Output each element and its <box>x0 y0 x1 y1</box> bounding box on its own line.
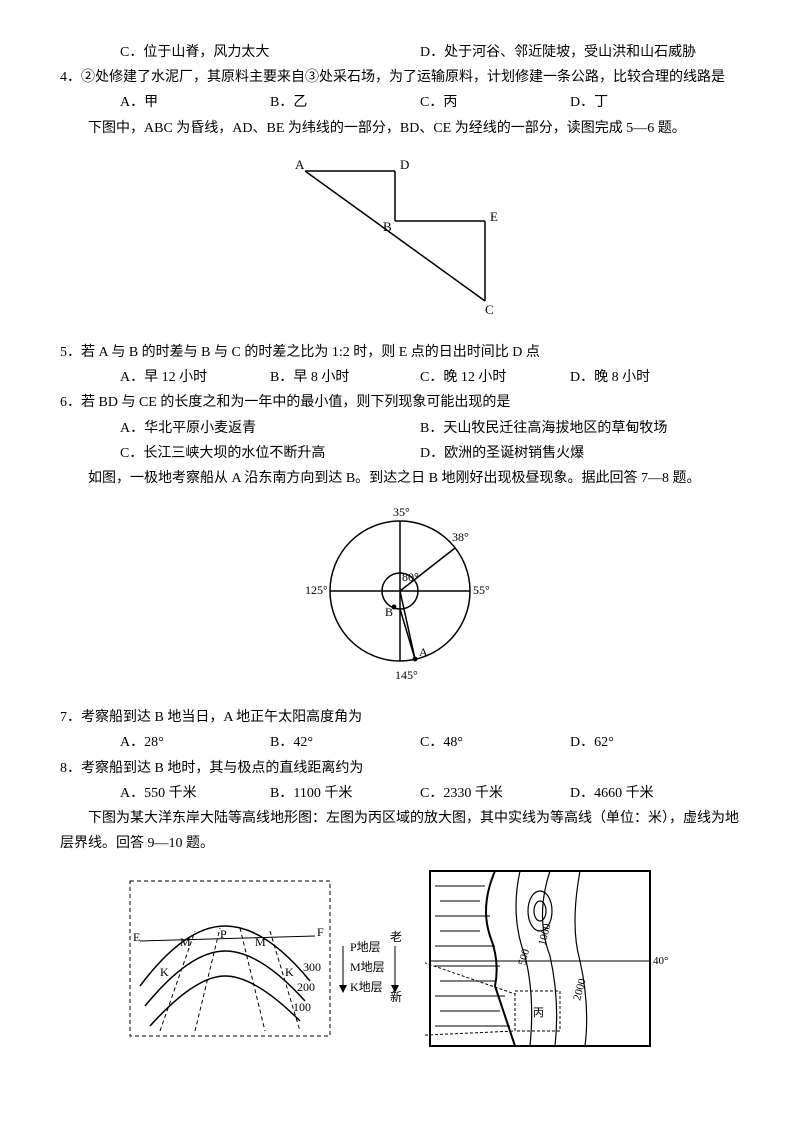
q4-options: A．甲 B．乙 C．丙 D．丁 <box>60 90 740 115</box>
lbl-300: 300 <box>303 960 321 974</box>
q5-opt-d: D．晚 8 小时 <box>570 365 720 390</box>
q5-text: 5．若 A 与 B 的时差与 B 与 C 的时差之比为 1:2 时，则 E 点的… <box>60 340 740 365</box>
lbl-e: E <box>133 930 140 944</box>
q3-opt-d: D．处于河谷、邻近陡坡，受山洪和山石威胁 <box>420 40 720 65</box>
q4-opt-c: C．丙 <box>420 90 570 115</box>
leg-old: 老 <box>390 930 402 944</box>
lbl-40: 40° <box>653 955 668 967</box>
q4-opt-d: D．丁 <box>570 90 720 115</box>
q3-opt-c: C．位于山脊，风力太大 <box>120 40 420 65</box>
lbl-38: 38° <box>452 530 469 544</box>
q7-opt-a: A．28° <box>120 730 270 755</box>
label-a: A <box>295 157 305 172</box>
q4-opt-b: B．乙 <box>270 90 420 115</box>
q7-opt-d: D．62° <box>570 730 720 755</box>
figure-78: 35° 38° 55° 80° 125° 145° A B <box>60 501 740 695</box>
lbl-500: 500 <box>516 948 532 968</box>
lbl-bb: B <box>385 605 393 619</box>
lbl-80: 80° <box>402 570 419 584</box>
q6-text: 6．若 BD 与 CE 的长度之和为一年中的最小值，则下列现象可能出现的是 <box>60 390 740 415</box>
lbl-200: 200 <box>297 980 315 994</box>
leg-m: M地层 <box>350 960 385 974</box>
q7-text: 7．考察船到达 B 地当日，A 地正午太阳高度角为 <box>60 705 740 730</box>
label-b: B <box>383 219 392 234</box>
figure-910: E M P M F K K 300 200 100 P地层 M地层 K地层 老 … <box>60 866 740 1056</box>
context-56: 下图中，ABC 为昏线，AD、BE 为纬线的一部分，BD、CE 为经线的一部分，… <box>60 116 740 141</box>
leg-p: P地层 <box>350 940 381 954</box>
q8-text: 8．考察船到达 B 地时，其与极点的直线距离约为 <box>60 756 740 781</box>
label-e: E <box>490 209 498 224</box>
lbl-aa: A <box>419 645 428 659</box>
context-78: 如图，一极地考察船从 A 沿东南方向到达 B。到达之日 B 地刚好出现极昼现象。… <box>60 466 740 491</box>
diagram-left-contour: E M P M F K K 300 200 100 P地层 M地层 K地层 老 … <box>125 876 405 1046</box>
q8-opt-a: A．550 千米 <box>120 781 270 806</box>
q6-opt-b: B．天山牧民迁往高海拔地区的草甸牧场 <box>420 416 720 441</box>
lbl-m2: M <box>255 935 266 949</box>
q6-opt-c: C．长江三峡大坝的水位不断升高 <box>120 441 420 466</box>
q8-opt-b: B．1100 千米 <box>270 781 420 806</box>
lbl-145: 145° <box>395 668 418 682</box>
lbl-bing: 丙 <box>533 1007 544 1019</box>
q5-opt-a: A．早 12 小时 <box>120 365 270 390</box>
diagram-abc-line: A D B E C <box>275 151 525 321</box>
lbl-m1: M <box>180 935 191 949</box>
q7-opt-c: C．48° <box>420 730 570 755</box>
leg-new: 新 <box>390 989 402 1004</box>
q3-options-partial: C．位于山脊，风力太大 D．处于河谷、邻近陡坡，受山洪和山石威胁 <box>60 40 740 65</box>
lbl-1000: 1000 <box>536 922 553 947</box>
lbl-p: P <box>220 927 227 941</box>
q4-opt-a: A．甲 <box>120 90 270 115</box>
q8-opt-c: C．2330 千米 <box>420 781 570 806</box>
lbl-k2: K <box>285 965 294 979</box>
lbl-55: 55° <box>473 583 490 597</box>
q5-opt-b: B．早 8 小时 <box>270 365 420 390</box>
q4-text: 4．②处修建了水泥厂，其原料主要来自③处采石场，为了运输原料，计划修建一条公路，… <box>60 65 740 90</box>
figure-56: A D B E C <box>60 151 740 330</box>
q5-opt-c: C．晚 12 小时 <box>420 365 570 390</box>
diagram-polar-circle: 35° 38° 55° 80° 125° 145° A B <box>300 501 500 686</box>
label-c: C <box>485 302 494 317</box>
lbl-f: F <box>317 925 324 939</box>
q8-opt-d: D．4660 千米 <box>570 781 720 806</box>
lbl-35: 35° <box>393 505 410 519</box>
lbl-k1: K <box>160 965 169 979</box>
diagram-right-map: 丙 40° 500 1000 2000 <box>425 866 675 1056</box>
lbl-100: 100 <box>293 1000 311 1014</box>
q7-opt-b: B．42° <box>270 730 420 755</box>
leg-k: K地层 <box>350 980 383 994</box>
q6-opt-a: A．华北平原小麦返青 <box>120 416 420 441</box>
context-910: 下图为某大洋东岸大陆等高线地形图：左图为丙区域的放大图，其中实线为等高线（单位：… <box>60 806 740 856</box>
q6-opt-d: D．欧洲的圣诞树销售火爆 <box>420 441 720 466</box>
label-d: D <box>400 157 409 172</box>
lbl-125: 125° <box>305 583 328 597</box>
